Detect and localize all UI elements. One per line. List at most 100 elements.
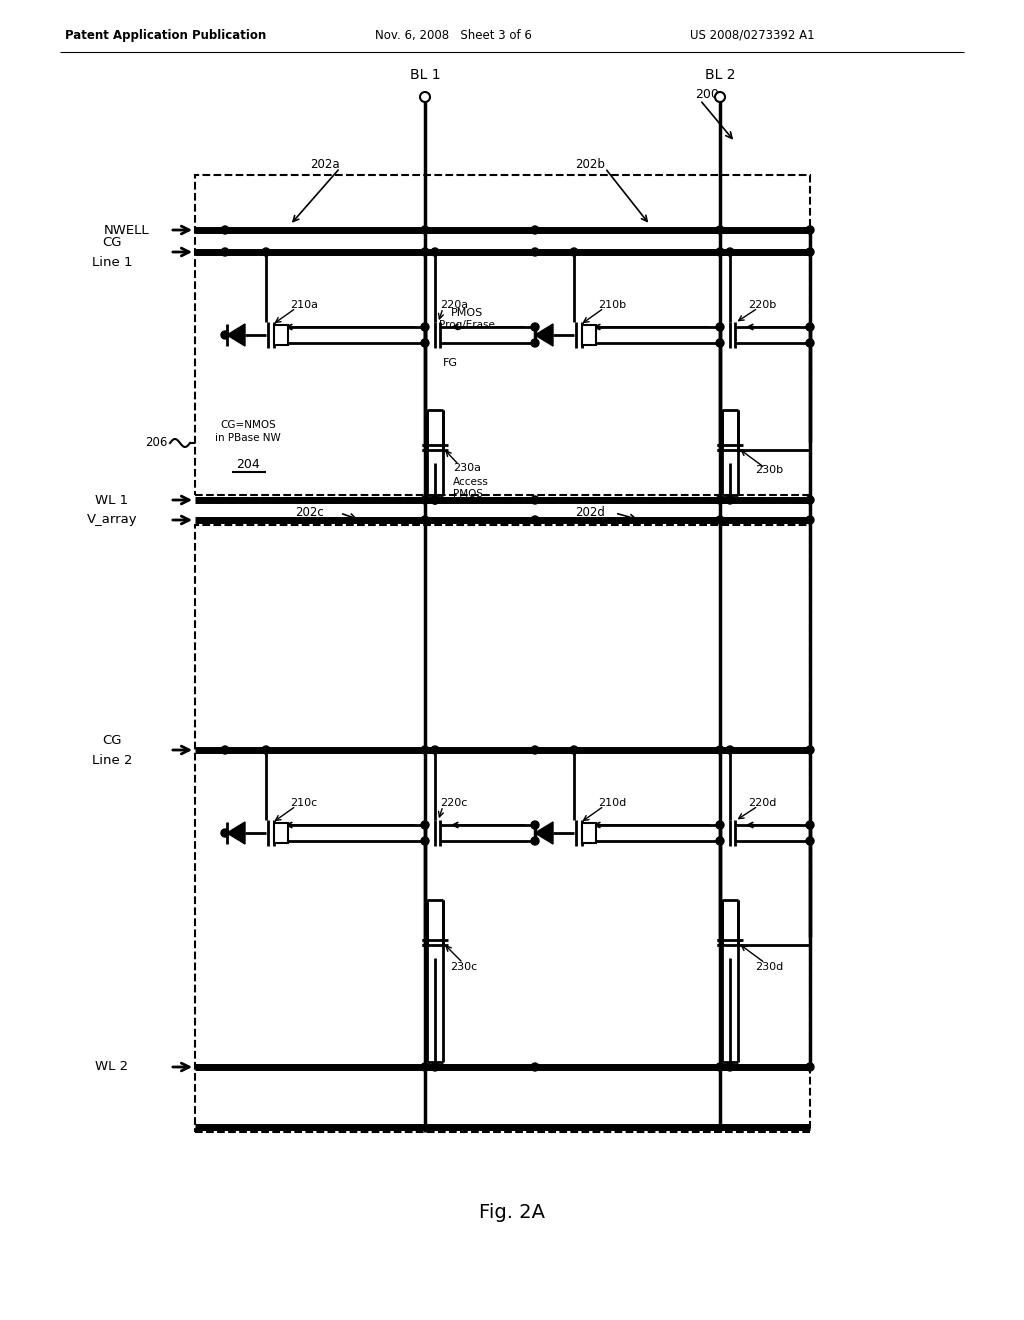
Circle shape xyxy=(726,496,734,504)
Circle shape xyxy=(715,92,725,102)
Text: BL 1: BL 1 xyxy=(410,69,440,82)
Text: in PBase NW: in PBase NW xyxy=(215,433,281,444)
Circle shape xyxy=(420,92,430,102)
Circle shape xyxy=(716,516,724,524)
Text: 220b: 220b xyxy=(748,300,776,310)
Circle shape xyxy=(431,1063,439,1071)
Bar xyxy=(195,176,810,495)
Circle shape xyxy=(716,496,724,504)
Circle shape xyxy=(806,516,814,524)
Circle shape xyxy=(716,1063,724,1071)
Text: 230a: 230a xyxy=(453,463,481,473)
Text: 202a: 202a xyxy=(310,158,340,172)
Circle shape xyxy=(421,248,429,256)
Circle shape xyxy=(570,746,578,754)
Text: 210b: 210b xyxy=(598,300,626,310)
Text: 200: 200 xyxy=(695,88,719,102)
Circle shape xyxy=(716,821,724,829)
Text: PMOS: PMOS xyxy=(453,488,483,499)
Circle shape xyxy=(221,829,229,837)
Circle shape xyxy=(431,496,439,504)
Text: 230d: 230d xyxy=(755,962,783,972)
Text: NWELL: NWELL xyxy=(104,223,150,236)
Circle shape xyxy=(421,339,429,347)
Circle shape xyxy=(716,746,724,754)
Text: Prog/Erase: Prog/Erase xyxy=(439,319,495,330)
Circle shape xyxy=(531,516,539,524)
Text: CG: CG xyxy=(102,734,122,747)
Circle shape xyxy=(806,821,814,829)
Circle shape xyxy=(806,837,814,845)
Circle shape xyxy=(806,248,814,256)
Text: US 2008/0273392 A1: US 2008/0273392 A1 xyxy=(690,29,815,41)
Circle shape xyxy=(806,1063,814,1071)
Circle shape xyxy=(421,1063,429,1071)
Bar xyxy=(274,822,288,843)
Circle shape xyxy=(726,1063,734,1071)
Text: 202b: 202b xyxy=(575,158,605,172)
Circle shape xyxy=(716,226,724,234)
Circle shape xyxy=(531,837,539,845)
Circle shape xyxy=(531,1063,539,1071)
Circle shape xyxy=(806,323,814,331)
Circle shape xyxy=(421,496,429,504)
Text: Patent Application Publication: Patent Application Publication xyxy=(65,29,266,41)
Text: 220d: 220d xyxy=(748,799,776,808)
Circle shape xyxy=(531,821,539,829)
Circle shape xyxy=(531,496,539,504)
Circle shape xyxy=(421,746,429,754)
Text: WL 2: WL 2 xyxy=(95,1060,129,1073)
Circle shape xyxy=(431,746,439,754)
Circle shape xyxy=(531,323,539,331)
Circle shape xyxy=(726,248,734,256)
Circle shape xyxy=(716,339,724,347)
Bar xyxy=(582,325,596,345)
Circle shape xyxy=(726,746,734,754)
Text: CG=NMOS: CG=NMOS xyxy=(220,420,275,430)
Text: BL 2: BL 2 xyxy=(705,69,735,82)
Text: 230c: 230c xyxy=(450,962,477,972)
Circle shape xyxy=(262,248,270,256)
Bar xyxy=(195,525,810,1133)
Text: Fig. 2A: Fig. 2A xyxy=(479,1203,545,1221)
Text: Access: Access xyxy=(453,477,488,487)
Circle shape xyxy=(421,226,429,234)
Circle shape xyxy=(570,248,578,256)
Circle shape xyxy=(806,746,814,754)
Circle shape xyxy=(421,516,429,524)
Circle shape xyxy=(421,821,429,829)
Polygon shape xyxy=(535,822,553,843)
Circle shape xyxy=(806,339,814,347)
Bar xyxy=(582,822,596,843)
Polygon shape xyxy=(227,323,245,346)
Text: Line 1: Line 1 xyxy=(92,256,132,268)
Circle shape xyxy=(262,746,270,754)
Circle shape xyxy=(431,496,439,504)
Text: 220c: 220c xyxy=(440,799,467,808)
Circle shape xyxy=(716,837,724,845)
Text: 210d: 210d xyxy=(598,799,627,808)
Circle shape xyxy=(431,248,439,256)
Text: WL 1: WL 1 xyxy=(95,494,129,507)
Text: 220a: 220a xyxy=(440,300,468,310)
Text: FG: FG xyxy=(442,358,458,368)
Polygon shape xyxy=(227,822,245,843)
Text: CG: CG xyxy=(102,235,122,248)
Circle shape xyxy=(716,323,724,331)
Polygon shape xyxy=(535,323,553,346)
Text: 230b: 230b xyxy=(755,465,783,475)
Circle shape xyxy=(531,248,539,256)
Circle shape xyxy=(421,837,429,845)
Circle shape xyxy=(221,746,229,754)
Circle shape xyxy=(531,746,539,754)
Circle shape xyxy=(421,323,429,331)
Circle shape xyxy=(531,226,539,234)
Text: 206: 206 xyxy=(145,437,168,450)
Text: 202c: 202c xyxy=(295,506,324,519)
Text: Line 2: Line 2 xyxy=(92,754,132,767)
Text: V_array: V_array xyxy=(87,513,137,527)
Text: PMOS: PMOS xyxy=(451,308,483,318)
Bar xyxy=(274,325,288,345)
Circle shape xyxy=(531,339,539,347)
Text: 210c: 210c xyxy=(290,799,317,808)
